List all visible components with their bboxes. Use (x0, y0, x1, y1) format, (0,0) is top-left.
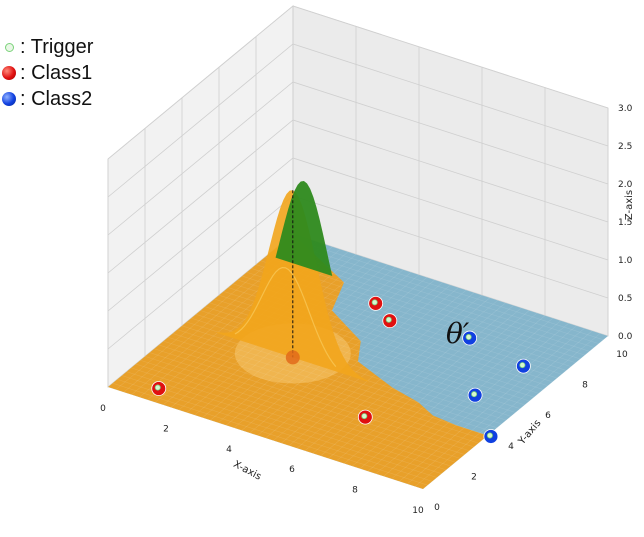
y-tick-label: 6 (545, 411, 551, 421)
x-tick-label: 2 (163, 424, 169, 434)
grid-line (107, 81, 609, 236)
x-tick-label: 8 (352, 486, 358, 496)
mesh-line (288, 292, 475, 446)
trigger-peak-surface (217, 181, 369, 384)
mesh-line (283, 241, 599, 344)
z-tick-label: 1.0 (618, 256, 633, 266)
mesh-line (422, 335, 609, 490)
mesh-line (257, 282, 443, 436)
x-tick-label: 4 (226, 445, 232, 455)
mesh-line (279, 245, 595, 348)
z-tick-label: 0.5 (618, 294, 632, 304)
mesh-line (140, 359, 456, 463)
class2-marker-icon (2, 92, 16, 106)
legend-item-trigger: : Trigger (2, 34, 93, 60)
mesh-line (344, 310, 530, 464)
z-tick-label: 1.5 (618, 218, 632, 228)
theta-annotation: θ′ (446, 317, 470, 350)
mesh-line (288, 237, 604, 341)
mesh-line (292, 233, 609, 337)
mesh-line (320, 302, 506, 457)
mesh-line (154, 348, 470, 452)
mesh-line (181, 325, 498, 429)
mesh-line (273, 287, 459, 441)
peak-contour (234, 266, 337, 367)
mesh-line (144, 356, 461, 459)
legend-label-trigger: : Trigger (20, 35, 94, 58)
class2-point (516, 358, 531, 374)
grid-line (107, 119, 609, 274)
axis-ticks: 0 2 4 6 8 10 0 2 4 6 8 10 0.0 0.5 1.0 1.5 2.0 2.5 3.0 (100, 104, 632, 516)
z-tick-label: 0.0 (618, 332, 633, 342)
z-axis-label: Z-axis (624, 190, 635, 220)
legend-item-class1: : Class1 (2, 60, 93, 86)
x-tick-label: 6 (289, 465, 295, 475)
peak-upper (275, 181, 333, 277)
mesh-line (336, 307, 522, 462)
class1-point (368, 295, 384, 311)
trigger-marker-icon (5, 42, 14, 52)
class2-point (467, 387, 483, 403)
class1-point (382, 313, 398, 329)
y-tick-label: 8 (582, 381, 588, 391)
x-tick-label: 10 (412, 506, 424, 516)
mesh-line (407, 330, 593, 485)
mesh-line (117, 379, 433, 482)
mesh-line (172, 333, 488, 436)
z-tick-label: 3.0 (618, 104, 633, 114)
mesh-line (158, 344, 474, 448)
mesh-line (265, 284, 451, 439)
mesh-line (351, 312, 538, 467)
mesh-line (399, 328, 585, 482)
mesh-line (328, 305, 514, 459)
mesh-line (367, 317, 554, 472)
mesh-line (296, 294, 483, 449)
mesh-line (177, 329, 493, 432)
mesh-line (126, 371, 442, 474)
grid-line (107, 157, 609, 312)
mesh-line (107, 386, 424, 490)
mesh-line (312, 300, 498, 454)
class1-point (151, 381, 167, 396)
y-tick-label: 4 (508, 442, 514, 452)
mesh-line (149, 352, 465, 455)
class2-point (462, 330, 478, 346)
mesh-line (112, 382, 428, 486)
grid-line (107, 5, 609, 160)
legend-item-class2: : Class2 (2, 86, 93, 112)
class2-point (483, 429, 499, 444)
legend: : Trigger : Class1 : Class2 (2, 34, 93, 112)
trigger-base-point (285, 350, 300, 365)
x-tick-label: 0 (100, 404, 106, 414)
legend-label-class1: : Class1 (20, 61, 93, 84)
y-axis-label: Y-axis (516, 418, 543, 448)
mesh-line (359, 315, 546, 469)
y-tick-label: 10 (616, 350, 628, 360)
grid-line (107, 43, 609, 198)
mesh-line (135, 363, 451, 467)
mesh-line (414, 333, 601, 487)
y-tick-label: 2 (471, 472, 477, 482)
mesh-line (391, 325, 577, 480)
mesh-line (304, 297, 491, 451)
class1-marker-icon (2, 66, 16, 80)
mesh-line (168, 336, 484, 440)
mesh-line (163, 340, 479, 444)
z-tick-label: 2.0 (618, 180, 633, 190)
data-points (151, 295, 531, 444)
legend-label-class2: : Class2 (20, 87, 93, 110)
mesh-line (281, 289, 467, 444)
z-tick-label: 2.5 (618, 142, 632, 152)
class1-point (357, 409, 373, 425)
mesh-line (131, 367, 447, 471)
y-tick-label: 0 (434, 503, 440, 513)
x-axis-label: X-axis (231, 459, 263, 483)
mesh-line (121, 375, 437, 478)
mesh-line (107, 233, 294, 388)
